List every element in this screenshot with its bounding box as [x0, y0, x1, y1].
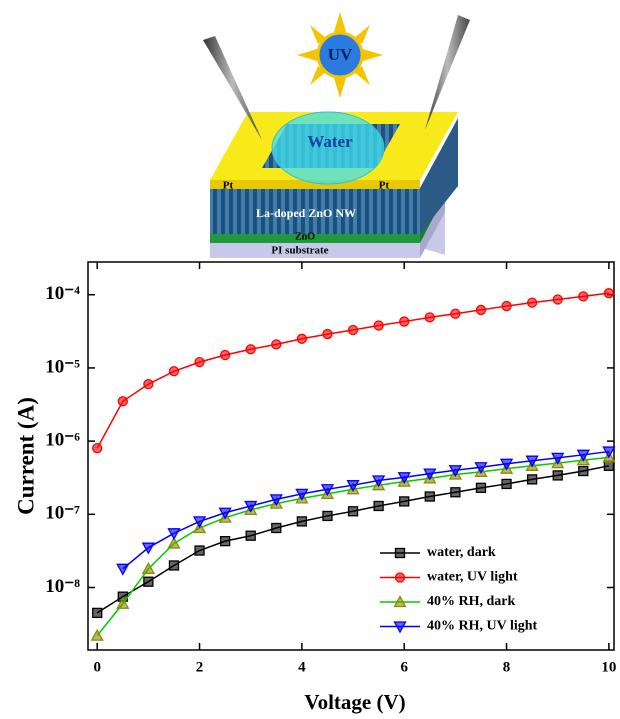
marker [118, 397, 127, 406]
probe [203, 36, 262, 140]
marker [374, 501, 383, 510]
substrate-label: PI substrate [271, 245, 328, 257]
marker [374, 321, 383, 330]
marker [169, 561, 178, 570]
legend-label: water, UV light [427, 570, 518, 585]
marker [553, 471, 562, 480]
marker [246, 531, 255, 540]
legend-label: 40% RH, dark [427, 594, 516, 609]
marker [604, 289, 613, 298]
x-axis-label: Voltage (V) [304, 690, 405, 714]
nanowire-label: La-doped ZnO NW [256, 206, 356, 220]
marker [451, 309, 460, 318]
marker [476, 305, 485, 314]
marker [400, 317, 409, 326]
marker [323, 511, 332, 520]
marker [579, 292, 588, 301]
marker [93, 444, 102, 453]
water-label: Water [307, 132, 353, 151]
y-tick-label: 10⁻⁴ [45, 283, 80, 304]
y-tick-label: 10⁻⁶ [45, 429, 80, 450]
legend-label: water, dark [427, 545, 496, 560]
page: {"schematic": {"sun": "UV", "drop": "Wat… [0, 0, 620, 719]
x-tick-label: 2 [196, 659, 204, 675]
marker [272, 340, 281, 349]
marker [476, 483, 485, 492]
x-tick-label: 0 [93, 659, 101, 675]
marker [349, 325, 358, 334]
marker [144, 577, 153, 586]
marker [579, 467, 588, 476]
x-tick-label: 6 [400, 659, 408, 675]
marker [502, 302, 511, 311]
marker [168, 529, 179, 539]
x-tick-label: 10 [601, 659, 616, 675]
y-tick-label: 10⁻⁸ [45, 576, 80, 597]
marker [272, 524, 281, 533]
marker [323, 330, 332, 339]
marker [117, 564, 128, 574]
marker [425, 492, 434, 501]
pt-label: Pt [223, 180, 234, 192]
x-tick-label: 4 [298, 659, 306, 675]
x-tick-label: 8 [503, 659, 511, 675]
pt-label: Pt [379, 180, 390, 192]
marker [144, 380, 153, 389]
marker [195, 358, 204, 367]
marker [400, 497, 409, 506]
schematic: UV Water Pt Pt La-doped ZnO NW ZnO PI su… [203, 12, 470, 258]
marker [297, 334, 306, 343]
y-tick-label: 10⁻⁵ [45, 356, 80, 377]
marker [221, 351, 230, 360]
y-tick-label: 10⁻⁷ [45, 503, 80, 524]
figure: UV Water Pt Pt La-doped ZnO NW ZnO PI su… [0, 0, 620, 719]
marker [553, 295, 562, 304]
marker [502, 479, 511, 488]
marker [246, 345, 255, 354]
marker [528, 475, 537, 484]
marker [396, 549, 405, 558]
marker [93, 608, 102, 617]
marker [194, 517, 205, 527]
marker [604, 461, 613, 470]
legend-label: 40% RH, UV light [427, 619, 538, 634]
uv-label: UV [328, 45, 353, 64]
marker [425, 313, 434, 322]
marker [349, 507, 358, 516]
marker [451, 488, 460, 497]
marker [396, 573, 405, 582]
zno-label: ZnO [295, 231, 315, 242]
marker [169, 367, 178, 376]
y-axis-label: Current (A) [13, 397, 38, 515]
marker [528, 298, 537, 307]
marker [195, 546, 204, 555]
marker [297, 517, 306, 526]
marker [221, 537, 230, 546]
